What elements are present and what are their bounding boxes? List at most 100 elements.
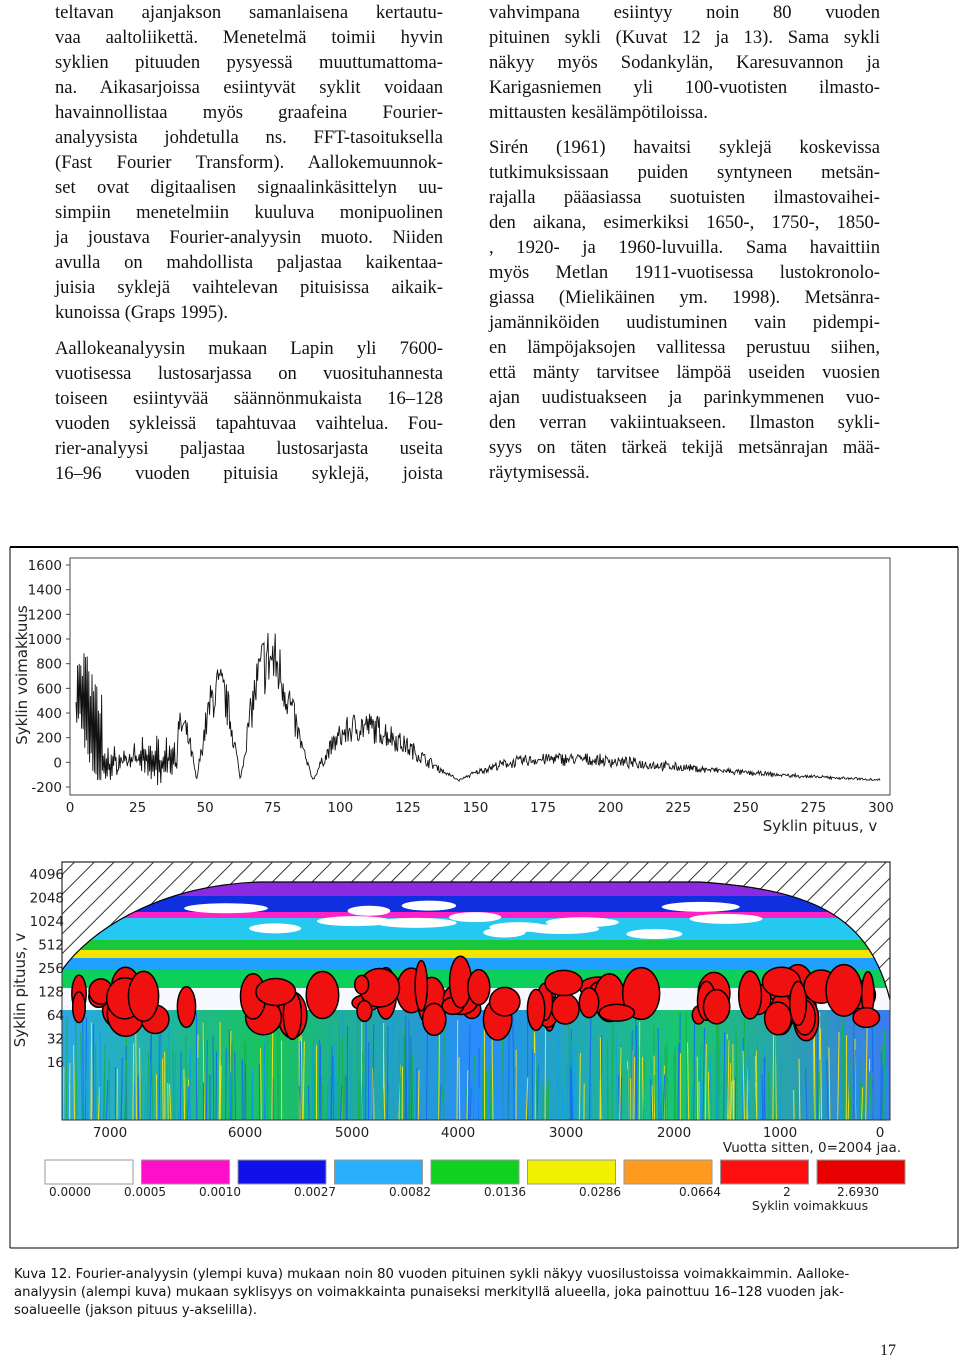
power-blob [490,987,520,1016]
text-line: vuoden sykleissä tapahtuvaa vaihtelua. F… [55,411,443,436]
scale-label: 0.0286 [579,1185,621,1199]
y-tick-label: 4096 [30,867,64,883]
y-tick-label: 1024 [30,914,64,930]
white-patch [317,916,392,926]
y-tick-label: 200 [36,731,62,747]
x-axis-label: Vuotta sitten, 0=2004 jaa. [723,1140,901,1156]
caption-line: analyysin (alempi kuva) mukaan syklisyys… [14,1284,849,1302]
power-blob [739,971,762,1019]
x-tick-label: 275 [800,800,826,816]
x-tick-label: 150 [463,800,489,816]
white-patch [662,902,740,912]
text-line: mittausten kesälämpötiloissa. [489,100,880,125]
y-tick-label: 1200 [28,607,62,623]
x-tick-label: 4000 [441,1125,475,1141]
noise-stroke [184,1069,185,1120]
text-line: että mänty tarvitsee lämpöä useiden vuos… [489,360,880,385]
text-line: Aallokeanalyysin mukaan Lapin yli 7600- [55,336,443,361]
power-blob [545,970,582,995]
y-tick-label: 64 [47,1008,64,1024]
scale-swatch [431,1160,519,1184]
scale-swatch [45,1160,133,1184]
white-patch [184,903,268,913]
x-tick-label: 2000 [657,1125,691,1141]
scale-label: 0.0136 [484,1185,526,1199]
text-line: rier-analyysi paljastaa lustosarjasta us… [55,436,443,461]
text-line: kunoissa (Graps 1995). [55,300,443,325]
x-tick-label: 6000 [228,1125,262,1141]
power-blob [765,1002,792,1035]
scale-swatch [335,1160,423,1184]
scale-label: 2.6930 [837,1185,879,1199]
caption-line: Kuva 12. Fourier-analyysin (ylempi kuva)… [14,1266,849,1284]
x-tick-label: 75 [264,800,281,816]
text-line: tutkimuksissaan puiden syntyneen metsän- [489,160,880,185]
noise-stroke [213,1036,214,1120]
power-blob [357,1001,372,1022]
power-blob [73,992,86,1023]
x-tick-label: 1000 [763,1125,797,1141]
text-line: syys on täten tärkeä tekijä metsänrajan … [489,435,880,460]
text-line: den aikana, esimerkiksi 1650-, 1750-, 18… [489,210,880,235]
white-patch [347,906,390,916]
x-tick-label: 175 [530,800,556,816]
noise-stroke [366,1022,367,1120]
y-tick-label: 1400 [28,583,62,599]
x-tick-label: 25 [129,800,146,816]
text-line: räytymisessä. [489,460,880,485]
power-blob [306,971,338,1018]
noise-stroke [370,1073,371,1120]
power-blob [415,961,427,1011]
scale-label: 0.0664 [679,1185,721,1199]
x-tick-label: 0 [876,1125,885,1141]
power-blob [527,989,544,1030]
paragraph: Sirén (1961) havaitsi syklejä koskevissa… [489,135,880,485]
noise-stroke [163,1059,164,1120]
white-patch [402,901,456,911]
scale-label: 0.0027 [294,1185,336,1199]
noise-stroke [757,1035,758,1120]
y-tick-label: 2048 [30,891,64,907]
scale-label: 0.0000 [49,1185,91,1199]
power-blob [128,971,158,1021]
text-line: ajan uudistuakseen ja parinkymmenen vuo- [489,385,880,410]
noise-stroke [333,1056,334,1120]
scale-swatch [624,1160,712,1184]
white-patch [546,917,619,927]
text-line: (Fast Fourier Transform). Aallokemuunnok… [55,150,443,175]
text-line: 16–96 vuoden pituisia syklejä, joista [55,461,443,486]
y-tick-label: 128 [38,985,64,1001]
white-patch [449,912,501,922]
x-tick-label: 0 [66,800,75,816]
x-tick-label: 50 [197,800,214,816]
noise-stroke [773,1035,774,1120]
noise-stroke [267,1027,268,1120]
text-line: simpiin menetelmiin kuuluva monipuolinen [55,200,443,225]
power-blob [256,978,296,1005]
noise-stroke [860,1059,861,1120]
power-band [62,950,890,958]
noise-stroke [636,1018,637,1120]
white-patch [249,923,301,933]
scale-swatch [238,1160,326,1184]
caption: Kuva 12. Fourier-analyysin (ylempi kuva)… [14,1266,849,1320]
noise-stroke [319,1040,320,1120]
caption-line: soalueelle (jakson pituus y-akselilla). [14,1302,849,1320]
noise-stroke [444,1020,445,1120]
power-blob [355,975,369,994]
power-blob [177,987,195,1028]
text-line: vuotisessa lustosarjassa on vuosituhanne… [55,361,443,386]
noise-stroke [259,1064,260,1120]
power-blob [790,981,807,1025]
text-line: syklien pituuden pysyessä muuttumattoma- [55,50,443,75]
noise-stroke [387,1026,388,1120]
x-tick-label: 300 [868,800,894,816]
noise-stroke [216,1051,217,1120]
y-tick-label: 32 [47,1032,64,1048]
scale-swatch [817,1160,905,1184]
text-line: vahvimpana esiintyy noin 80 vuoden [489,0,880,25]
noise-stroke [245,1065,246,1120]
